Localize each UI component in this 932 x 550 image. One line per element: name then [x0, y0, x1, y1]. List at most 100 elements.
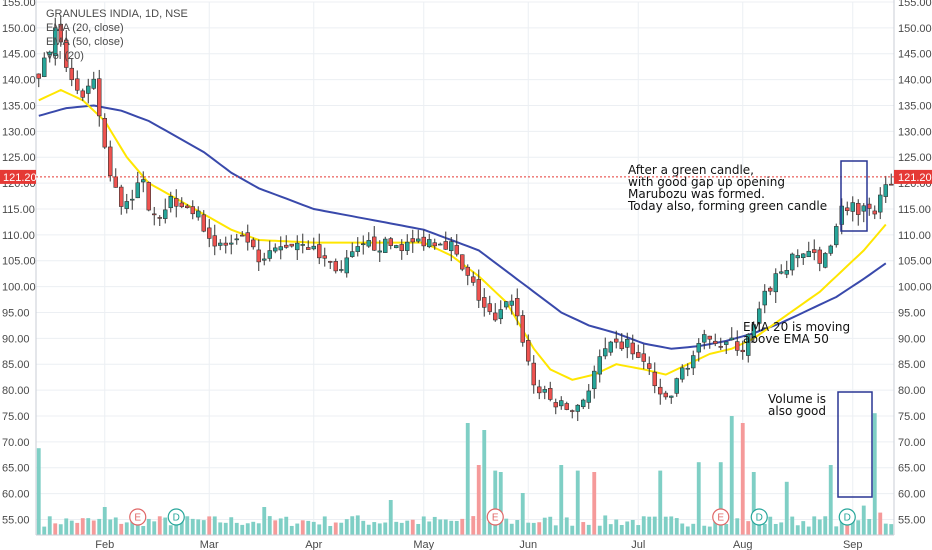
candle-up [691, 355, 696, 369]
y-tick-right: 155.00 [898, 0, 932, 9]
candle-down [289, 243, 294, 247]
candle-up [416, 238, 421, 242]
y-tick-right: 65.00 [898, 463, 926, 475]
volume-bar [333, 522, 338, 535]
candle-down [520, 315, 525, 343]
ema-note-line: EMA 20 is moving [743, 320, 850, 334]
volume-bar [834, 526, 839, 535]
candle-up [273, 247, 278, 252]
grid-lines [36, 1, 894, 535]
candle-down [372, 236, 377, 251]
candle-up [669, 395, 674, 398]
candle-down [718, 346, 723, 348]
candle-down [322, 255, 327, 259]
candle-up [449, 241, 454, 252]
volume-bar [740, 423, 745, 535]
legend-entry: EMA (50, close) [46, 36, 124, 48]
candle-down [75, 78, 80, 91]
volume-bar [416, 523, 421, 535]
volume-bar [482, 430, 487, 535]
volume-bar [812, 516, 817, 535]
y-tick-right: 100.00 [898, 282, 932, 294]
volume-bar [449, 520, 454, 535]
volume-bar [784, 481, 789, 535]
volume-bar [520, 493, 525, 535]
volume-note-line: also good [768, 404, 826, 418]
candle-down [119, 186, 124, 207]
x-tick-feb: Feb [95, 539, 114, 550]
candle-up [806, 250, 811, 258]
candle-down [388, 238, 393, 246]
candle-up [405, 241, 410, 251]
candle-down [548, 388, 553, 400]
volume-bar [718, 462, 723, 535]
x-tick-jul: Jul [631, 539, 645, 550]
volume-bar [823, 516, 828, 535]
candle-down [113, 176, 118, 188]
volume-bar [526, 522, 531, 535]
volume-bar [344, 519, 349, 535]
volume-bar [647, 516, 652, 535]
volume-bar [878, 512, 883, 535]
candle-up [878, 194, 883, 213]
candle-down [812, 249, 817, 253]
candle-up [350, 251, 355, 257]
volume-bar [256, 523, 261, 535]
candle-down [531, 362, 536, 386]
volume-bar [663, 516, 668, 535]
y-tick-right: 75.00 [898, 411, 926, 423]
volume-bar [493, 470, 498, 535]
volume-bar [80, 518, 85, 535]
candle-down [201, 214, 206, 232]
y-tick-right: 150.00 [898, 23, 932, 35]
candle-down [768, 287, 773, 292]
volume-bar [355, 515, 360, 535]
volume-bar [751, 472, 756, 535]
volume-bar [179, 520, 184, 535]
y-tick-left: 135.00 [2, 100, 36, 112]
candle-up [828, 245, 833, 254]
candle-down [251, 239, 256, 248]
volume-bar [311, 521, 316, 535]
candle-note-line: Today also, forming green candle [627, 199, 827, 213]
candle-up [339, 269, 344, 271]
candle-up [168, 196, 173, 209]
candle-down [735, 341, 740, 351]
y-tick-right: 85.00 [898, 359, 926, 371]
y-tick-right: 135.00 [898, 100, 932, 112]
volume-bar [130, 518, 135, 535]
volume-bar [75, 522, 80, 535]
volume-bar [251, 521, 256, 535]
volume-bar [295, 523, 300, 535]
volume-bar [460, 518, 465, 535]
candle-up [218, 242, 223, 246]
candle-down [707, 335, 712, 340]
volume-bar [487, 522, 492, 535]
volume-bar [322, 516, 327, 535]
candle-up [773, 273, 778, 293]
candle-up [696, 343, 701, 353]
y-tick-right: 140.00 [898, 75, 932, 87]
ema-note-line: above EMA 50 [743, 332, 829, 346]
volume-bar [278, 518, 283, 535]
volume-bar [405, 520, 410, 535]
candle-down [476, 279, 481, 301]
chart-title: GRANULES INDIA, 1D, NSE [46, 8, 188, 20]
volume-bar [69, 520, 74, 535]
ema50-layer [38, 104, 887, 350]
candle-down [872, 210, 877, 215]
volume-bar [267, 516, 272, 535]
y-tick-left: 75.00 [2, 411, 30, 423]
event-label: E [134, 513, 141, 524]
volume-bar [773, 523, 778, 535]
legend-entry: EMA (20, close) [46, 22, 124, 34]
volume-bar [553, 525, 558, 535]
volume-bar [113, 517, 118, 535]
volume-bar [465, 423, 470, 535]
y-tick-left: 105.00 [2, 256, 36, 268]
event-label: E [717, 513, 724, 524]
volume-bar [64, 518, 69, 535]
candle-down [564, 403, 569, 410]
